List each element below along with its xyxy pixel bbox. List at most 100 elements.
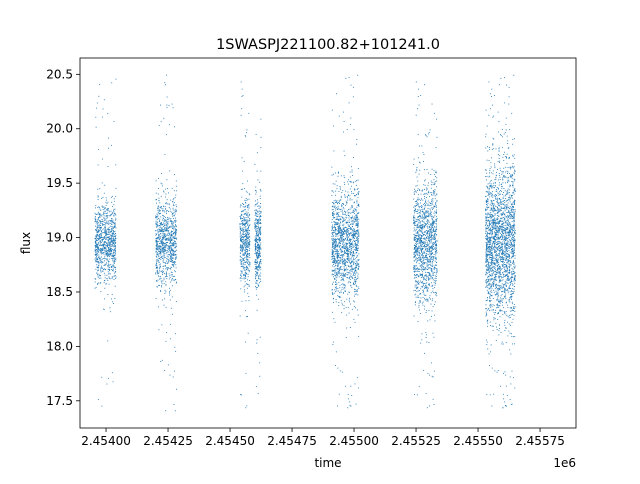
data-point — [173, 190, 175, 192]
data-point — [337, 265, 339, 267]
data-point — [350, 239, 352, 241]
data-point — [344, 228, 346, 230]
data-point — [413, 254, 415, 256]
data-point — [243, 259, 244, 261]
data-point — [340, 273, 342, 275]
data-point — [336, 261, 338, 263]
data-point — [255, 275, 257, 277]
data-point — [427, 222, 428, 224]
data-point — [97, 283, 99, 285]
data-point — [98, 247, 100, 249]
data-point — [342, 263, 344, 265]
data-point — [160, 222, 162, 224]
data-point — [155, 298, 157, 300]
data-point — [356, 247, 358, 249]
data-point — [156, 262, 158, 264]
data-point — [358, 218, 360, 220]
data-point — [243, 258, 245, 259]
data-point — [337, 171, 339, 173]
data-point — [114, 254, 116, 256]
data-point — [157, 217, 159, 219]
data-point — [341, 205, 343, 207]
data-point — [355, 224, 357, 226]
data-point — [347, 232, 349, 234]
data-point — [257, 179, 259, 181]
data-point — [350, 220, 352, 222]
data-point — [161, 243, 163, 245]
data-point — [113, 260, 115, 261]
data-point — [348, 299, 350, 301]
data-point — [339, 208, 341, 210]
data-point — [239, 225, 241, 227]
data-point — [243, 204, 245, 206]
data-point — [104, 258, 106, 260]
data-point — [105, 207, 107, 209]
data-point — [424, 208, 425, 210]
data-point — [338, 231, 340, 233]
data-point — [349, 176, 351, 178]
data-point — [249, 236, 251, 238]
data-point — [172, 251, 174, 253]
data-point — [260, 190, 262, 192]
data-point — [416, 185, 418, 187]
data-point — [169, 245, 171, 247]
data-point — [102, 224, 104, 226]
data-point — [352, 255, 354, 256]
data-point — [108, 283, 110, 285]
data-point — [419, 222, 421, 224]
data-point — [161, 274, 163, 275]
data-point — [161, 219, 163, 221]
data-point — [256, 252, 257, 254]
data-point — [103, 215, 105, 217]
data-point — [425, 287, 427, 289]
data-point — [420, 227, 422, 229]
data-point — [103, 272, 105, 274]
data-point — [335, 221, 337, 223]
data-point — [113, 255, 115, 257]
data-point — [331, 249, 333, 251]
data-point — [100, 235, 102, 237]
data-point — [337, 235, 339, 237]
data-point — [170, 238, 172, 240]
data-point — [99, 274, 101, 276]
data-point — [168, 238, 170, 240]
data-point — [156, 237, 158, 239]
data-point — [347, 191, 349, 193]
data-point — [113, 256, 114, 257]
data-point — [356, 139, 358, 141]
data-point — [434, 252, 436, 254]
data-point — [335, 261, 337, 263]
data-point — [420, 249, 422, 251]
data-point — [107, 208, 109, 210]
data-point — [174, 241, 176, 243]
data-point — [102, 207, 104, 209]
data-point — [105, 228, 107, 230]
data-point — [159, 213, 161, 214]
data-point — [357, 241, 359, 243]
data-point — [164, 206, 166, 208]
data-point — [436, 252, 438, 254]
data-point — [104, 232, 106, 234]
data-point — [427, 238, 429, 240]
data-point — [346, 249, 348, 251]
data-point — [113, 249, 114, 251]
data-point — [96, 228, 98, 230]
data-point — [431, 310, 433, 312]
data-point — [111, 225, 113, 227]
data-point — [164, 242, 166, 244]
data-point — [352, 244, 354, 246]
data-point — [417, 281, 418, 283]
data-point — [420, 243, 422, 245]
data-point — [430, 278, 432, 280]
data-point — [341, 262, 343, 264]
data-point — [419, 242, 421, 244]
data-point — [111, 230, 113, 232]
data-point — [104, 287, 106, 289]
data-point — [418, 221, 420, 223]
data-point — [353, 252, 354, 253]
data-point — [104, 260, 105, 262]
data-point — [249, 225, 250, 227]
data-point — [422, 297, 424, 298]
y-axis-label: flux — [19, 232, 33, 254]
data-point — [166, 179, 168, 181]
